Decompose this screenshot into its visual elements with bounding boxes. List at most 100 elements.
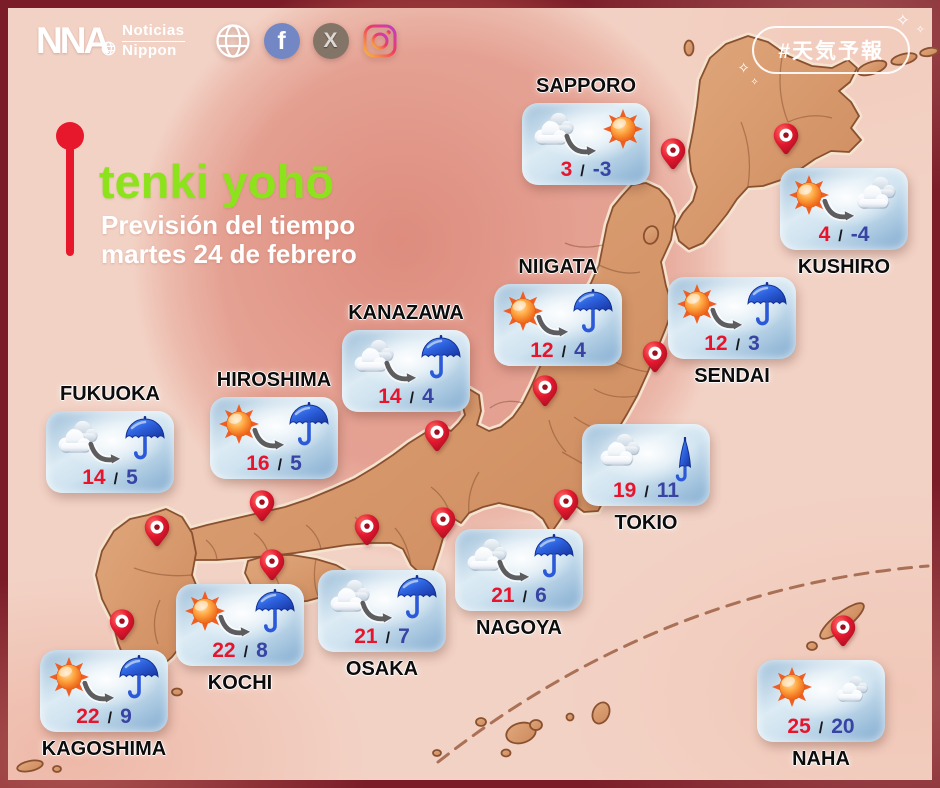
low-temperature: -4 bbox=[850, 223, 870, 246]
temperature-separator: / bbox=[522, 589, 528, 606]
temperature-range: 22 / 8 bbox=[212, 640, 268, 661]
temperature-separator: / bbox=[243, 644, 249, 661]
location-pin-icon bbox=[642, 341, 668, 373]
high-temperature: 14 bbox=[378, 385, 402, 408]
sun-icon bbox=[772, 667, 812, 707]
high-temperature: 16 bbox=[246, 452, 270, 475]
sun-icon bbox=[185, 591, 225, 631]
umbrella-icon bbox=[125, 416, 165, 460]
location-pin-icon bbox=[773, 123, 799, 155]
location-pin-icon bbox=[553, 489, 579, 521]
transition-arrow-icon bbox=[710, 308, 744, 331]
pin-decoration-icon bbox=[56, 122, 84, 256]
forecast-date: martes 24 de febrero bbox=[101, 239, 357, 269]
temperature-separator: / bbox=[113, 471, 119, 488]
weather-card: 14 / 4 bbox=[342, 330, 470, 412]
transition-arrow-icon bbox=[497, 560, 531, 583]
weather-card: 25 / 20 bbox=[757, 660, 885, 742]
instagram-icon[interactable] bbox=[362, 23, 398, 59]
clouds-icon bbox=[330, 579, 370, 612]
weather-card: 19 / 11 bbox=[582, 424, 710, 506]
clouds-icon bbox=[600, 433, 640, 466]
transition-arrow-icon bbox=[384, 361, 418, 384]
temperature-separator: / bbox=[561, 344, 567, 361]
low-temperature: 5 bbox=[126, 466, 138, 489]
umbrella-icon bbox=[534, 534, 574, 578]
globe-icon[interactable] bbox=[215, 23, 251, 59]
city-name-label: FUKUOKA bbox=[60, 383, 160, 405]
logo-name-bottom: Nippon bbox=[122, 41, 177, 59]
noticias-nippon-logo: NNA Noticias Nippon bbox=[36, 22, 185, 59]
page-title: tenki yohō bbox=[99, 155, 335, 208]
low-temperature: 5 bbox=[290, 452, 302, 475]
transition-arrow-icon bbox=[252, 428, 286, 451]
sun-icon bbox=[677, 284, 717, 324]
clouds-icon bbox=[856, 176, 896, 209]
location-pin-icon bbox=[532, 375, 558, 407]
temperature-separator: / bbox=[644, 484, 649, 501]
okinawa-dashed-divider bbox=[436, 564, 930, 764]
high-temperature: 4 bbox=[818, 223, 831, 246]
weather-card: 12 / 3 bbox=[668, 277, 796, 359]
map-pin bbox=[659, 137, 687, 179]
umbrella-icon bbox=[573, 289, 613, 333]
landmasses bbox=[16, 35, 939, 773]
city-name-label: SAPPORO bbox=[535, 75, 637, 97]
weather-transition bbox=[763, 665, 879, 715]
low-temperature: 20 bbox=[831, 715, 855, 738]
city-name-label: KAGOSHIMA bbox=[41, 738, 167, 760]
transition-arrow-icon bbox=[82, 681, 116, 704]
city-fukuoka: FUKUOKA 14 / 5 bbox=[46, 383, 174, 493]
low-temperature: 6 bbox=[535, 584, 547, 607]
temperature-range: 12 / 4 bbox=[530, 340, 586, 361]
sun-icon bbox=[789, 175, 829, 215]
logo-globe-icon bbox=[101, 41, 116, 56]
location-pin-icon bbox=[259, 549, 285, 581]
city-name-label: TOKIO bbox=[614, 512, 678, 534]
weather-transition bbox=[324, 575, 440, 625]
facebook-icon[interactable]: f bbox=[263, 22, 300, 59]
hokkaido-landmass bbox=[674, 35, 862, 250]
umbrella-icon bbox=[119, 655, 159, 699]
x-twitter-icon[interactable]: X bbox=[312, 22, 349, 59]
city-sapporo: SAPPORO 3 / -3 bbox=[522, 75, 650, 185]
temperature-range: 4 / -4 bbox=[819, 224, 870, 245]
map-pin bbox=[248, 489, 276, 531]
map-pin bbox=[772, 122, 800, 164]
hashtag-badge[interactable]: #天気予報 ✧ ✧ ✧ ✧ bbox=[737, 12, 925, 88]
sun-icon bbox=[219, 404, 259, 444]
location-pin-icon bbox=[249, 490, 275, 522]
city-name-label: KANAZAWA bbox=[348, 302, 464, 324]
temperature-range: 3 / -3 bbox=[561, 159, 612, 180]
city-hiroshima: HIROSHIMA 16 / 5 bbox=[210, 369, 338, 479]
low-temperature: 4 bbox=[422, 385, 434, 408]
city-name-label: OSAKA bbox=[345, 658, 419, 680]
high-temperature: 25 bbox=[787, 715, 811, 738]
sun-icon bbox=[603, 109, 643, 149]
map-pin bbox=[353, 513, 381, 555]
city-kushiro: KUSHIRO 4 / -4 bbox=[780, 168, 908, 278]
temperature-range: 21 / 6 bbox=[491, 585, 547, 606]
weather-transition bbox=[528, 108, 644, 158]
high-temperature: 12 bbox=[530, 339, 554, 362]
high-temperature: 22 bbox=[212, 639, 236, 662]
city-kochi: KOCHI 22 / 8 bbox=[176, 584, 304, 694]
weather-transition bbox=[588, 429, 704, 482]
weather-transition bbox=[786, 173, 902, 223]
weather-transition bbox=[182, 589, 298, 639]
temperature-range: 19 / 11 bbox=[613, 480, 679, 501]
umbrella-icon bbox=[747, 282, 787, 326]
temperature-range: 16 / 5 bbox=[246, 453, 302, 474]
weather-card: 14 / 5 bbox=[46, 411, 174, 493]
low-temperature: 4 bbox=[574, 339, 586, 362]
location-pin-icon bbox=[660, 138, 686, 170]
logo-name: Noticias Nippon bbox=[122, 22, 185, 59]
temperature-separator: / bbox=[107, 710, 113, 727]
high-temperature: 12 bbox=[704, 332, 728, 355]
x-glyph: X bbox=[323, 28, 338, 52]
weather-card: 16 / 5 bbox=[210, 397, 338, 479]
sun-icon bbox=[49, 657, 89, 697]
location-pin-icon bbox=[830, 615, 856, 647]
weather-card: 22 / 9 bbox=[40, 650, 168, 732]
